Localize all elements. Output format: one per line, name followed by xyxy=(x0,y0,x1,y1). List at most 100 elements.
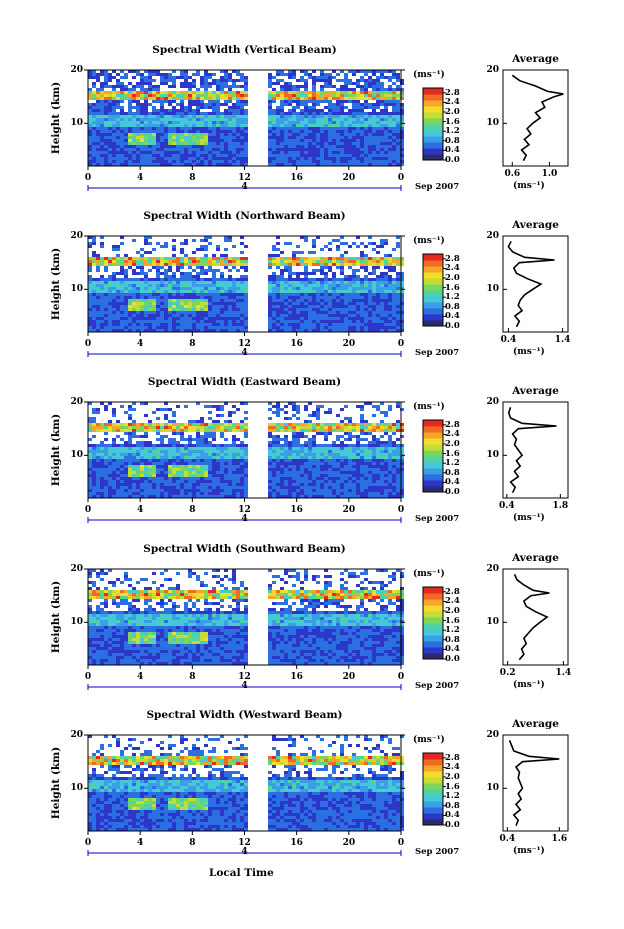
heatmap-cell xyxy=(236,281,240,284)
heatmap-cell xyxy=(340,109,344,112)
heatmap-cell xyxy=(236,320,240,323)
heatmap-cell xyxy=(336,299,340,302)
heatmap-cell xyxy=(124,465,128,468)
heatmap-cell xyxy=(172,305,176,308)
heatmap-cell xyxy=(96,76,100,79)
heatmap-cell xyxy=(296,263,300,266)
heatmap-cell xyxy=(132,471,136,474)
heatmap-cell xyxy=(220,432,224,435)
heatmap-cell xyxy=(244,299,248,302)
heatmap-cell xyxy=(132,115,136,118)
heatmap-cell xyxy=(328,154,332,157)
heatmap-cell xyxy=(196,438,200,441)
heatmap-cell xyxy=(88,112,92,115)
heatmap-cell xyxy=(176,471,180,474)
heatmap-cell xyxy=(204,462,208,465)
heatmap-cell xyxy=(376,133,380,136)
heatmap-cell xyxy=(116,248,120,251)
heatmap-cell xyxy=(108,151,112,154)
heatmap-cell xyxy=(168,420,172,423)
heatmap-cell xyxy=(212,423,216,426)
heatmap-cell xyxy=(100,97,104,100)
heatmap-cell xyxy=(108,317,112,320)
heatmap-cell xyxy=(376,118,380,121)
heatmap-cell xyxy=(168,444,172,447)
heatmap-cell xyxy=(232,266,236,269)
heatmap-cell xyxy=(356,115,360,118)
heatmap-cell xyxy=(96,323,100,326)
heatmap-cell xyxy=(380,88,384,91)
heatmap-cell xyxy=(196,88,200,91)
heatmap-cell xyxy=(164,287,168,290)
heatmap-cell xyxy=(336,323,340,326)
heatmap-cell xyxy=(364,145,368,148)
heatmap-cell xyxy=(128,486,132,489)
heatmap-cell xyxy=(268,329,272,332)
heatmap-cell xyxy=(176,326,180,329)
heatmap-cell xyxy=(304,314,308,317)
heatmap-cell xyxy=(380,160,384,163)
heatmap-cell xyxy=(352,272,356,275)
heatmap-cell xyxy=(280,124,284,127)
heatmap-cell xyxy=(268,151,272,154)
heatmap-cell xyxy=(136,163,140,166)
heatmap-cell xyxy=(128,260,132,263)
heatmap-cell xyxy=(168,477,172,480)
heatmap-cell xyxy=(364,299,368,302)
heatmap-cell xyxy=(112,293,116,296)
heatmap-cell xyxy=(208,459,212,462)
heatmap-cell xyxy=(300,115,304,118)
heatmap-cell xyxy=(220,278,224,281)
heatmap-cell xyxy=(88,136,92,139)
heatmap-cell xyxy=(384,151,388,154)
heatmap-cell xyxy=(128,281,132,284)
heatmap-cell xyxy=(280,121,284,124)
heatmap-cell xyxy=(372,314,376,317)
heatmap-cell xyxy=(116,148,120,151)
heatmap-cell xyxy=(268,103,272,106)
heatmap-cell xyxy=(232,317,236,320)
heatmap-cell xyxy=(224,287,228,290)
heatmap-cell xyxy=(340,320,344,323)
heatmap-cell xyxy=(144,160,148,163)
heatmap-cell xyxy=(152,281,156,284)
heatmap-cell xyxy=(172,429,176,432)
heatmap-cell xyxy=(220,492,224,495)
heatmap-cell xyxy=(220,426,224,429)
heatmap-cell xyxy=(296,299,300,302)
heatmap-cell xyxy=(184,450,188,453)
heatmap-cell xyxy=(92,70,96,73)
heatmap-cell xyxy=(196,73,200,76)
heatmap-cell xyxy=(276,130,280,133)
colorbar-swatch xyxy=(423,272,443,279)
heatmap-cell xyxy=(368,85,372,88)
heatmap-cell xyxy=(148,154,152,157)
heatmap-cell xyxy=(136,263,140,266)
heatmap-cell xyxy=(168,426,172,429)
heatmap-cell xyxy=(124,136,128,139)
heatmap-cell xyxy=(304,284,308,287)
heatmap-cell xyxy=(216,405,220,408)
heatmap-cell xyxy=(116,483,120,486)
heatmap-cell xyxy=(244,157,248,160)
heatmap-cell xyxy=(200,471,204,474)
heatmap-cell xyxy=(244,145,248,148)
heatmap-cell xyxy=(352,296,356,299)
heatmap-cell xyxy=(320,115,324,118)
heatmap-cell xyxy=(376,88,380,91)
heatmap-cell xyxy=(92,314,96,317)
heatmap-cell xyxy=(220,320,224,323)
heatmap-cell xyxy=(208,462,212,465)
heatmap-cell xyxy=(120,453,124,456)
heatmap-cell xyxy=(96,115,100,118)
heatmap-cell xyxy=(360,157,364,160)
heatmap-cell xyxy=(92,420,96,423)
heatmap-cell xyxy=(152,248,156,251)
heatmap-cell xyxy=(384,329,388,332)
heatmap-cell xyxy=(144,281,148,284)
heatmap-cell xyxy=(276,293,280,296)
heatmap-cell xyxy=(200,326,204,329)
heatmap-cell xyxy=(316,263,320,266)
heatmap-cell xyxy=(348,112,352,115)
heatmap-cell xyxy=(304,112,308,115)
